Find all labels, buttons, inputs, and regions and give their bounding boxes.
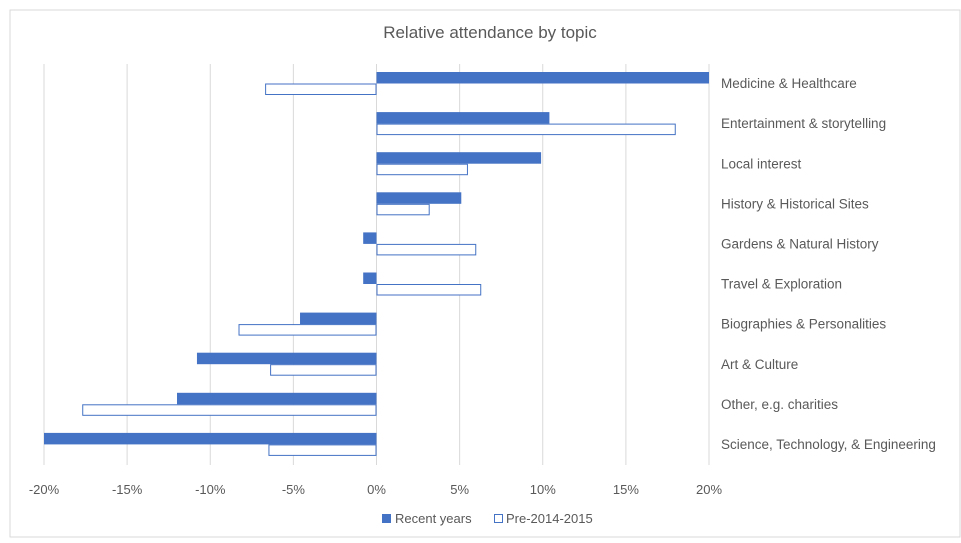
category-label: Travel & Exploration <box>721 277 842 292</box>
x-tick-label: 5% <box>450 482 469 497</box>
bar-pre-2014-2015 <box>82 404 377 416</box>
category-label: Local interest <box>721 156 802 171</box>
bar-recent-years <box>44 432 377 445</box>
x-tick-label: 0% <box>367 482 386 497</box>
legend: Recent years Pre-2014-2015 <box>382 511 593 526</box>
x-tick-label: 10% <box>530 482 556 497</box>
legend-label-recent: Recent years <box>395 511 472 526</box>
category-label: Biographies & Personalities <box>721 317 886 332</box>
category-label: Entertainment & storytelling <box>721 116 886 131</box>
bar-recent-years <box>376 72 709 84</box>
bar-pre-2014-2015 <box>265 83 377 95</box>
bar-pre-2014-2015 <box>376 243 477 256</box>
bar-pre-2014-2015 <box>376 284 482 296</box>
category-label: Gardens & Natural History <box>721 236 879 251</box>
bar-recent-years <box>363 232 377 244</box>
bar-recent-years <box>376 192 462 204</box>
x-tick-label: -20% <box>29 482 60 497</box>
bar-recent-years <box>376 152 542 164</box>
bar-pre-2014-2015 <box>376 163 468 176</box>
category-label: History & Historical Sites <box>721 196 869 211</box>
category-label: Science, Technology, & Engineering <box>721 437 936 452</box>
legend-label-pre: Pre-2014-2015 <box>506 511 593 526</box>
legend-swatch-recent <box>382 514 391 523</box>
bar-recent-years <box>363 272 377 284</box>
legend-swatch-pre <box>494 514 503 523</box>
x-axis-ticks: -20% -15% -10% -5% 0% 5% 10% 15% 20% <box>29 482 723 497</box>
category-label: Medicine & Healthcare <box>721 76 857 91</box>
bar-recent-years <box>196 352 377 365</box>
bar-pre-2014-2015 <box>238 324 377 336</box>
x-tick-label: -10% <box>195 482 226 497</box>
x-tick-label: -5% <box>282 482 306 497</box>
x-tick-label: -15% <box>112 482 143 497</box>
bar-recent-years <box>300 312 377 325</box>
bar-recent-years <box>177 392 377 405</box>
bar-pre-2014-2015 <box>270 364 377 376</box>
category-label: Art & Culture <box>721 357 798 372</box>
bars <box>44 72 709 456</box>
chart-frame <box>9 9 961 538</box>
category-label: Other, e.g. charities <box>721 397 838 412</box>
bar-pre-2014-2015 <box>376 203 430 216</box>
bar-pre-2014-2015 <box>268 444 377 456</box>
category-labels: Medicine & Healthcare Entertainment & sto… <box>721 76 936 452</box>
bar-pre-2014-2015 <box>376 123 676 136</box>
x-tick-label: 15% <box>613 482 639 497</box>
bar-recent-years <box>376 112 550 124</box>
chart-title: Relative attendance by topic <box>383 23 597 42</box>
x-tick-label: 20% <box>696 482 722 497</box>
